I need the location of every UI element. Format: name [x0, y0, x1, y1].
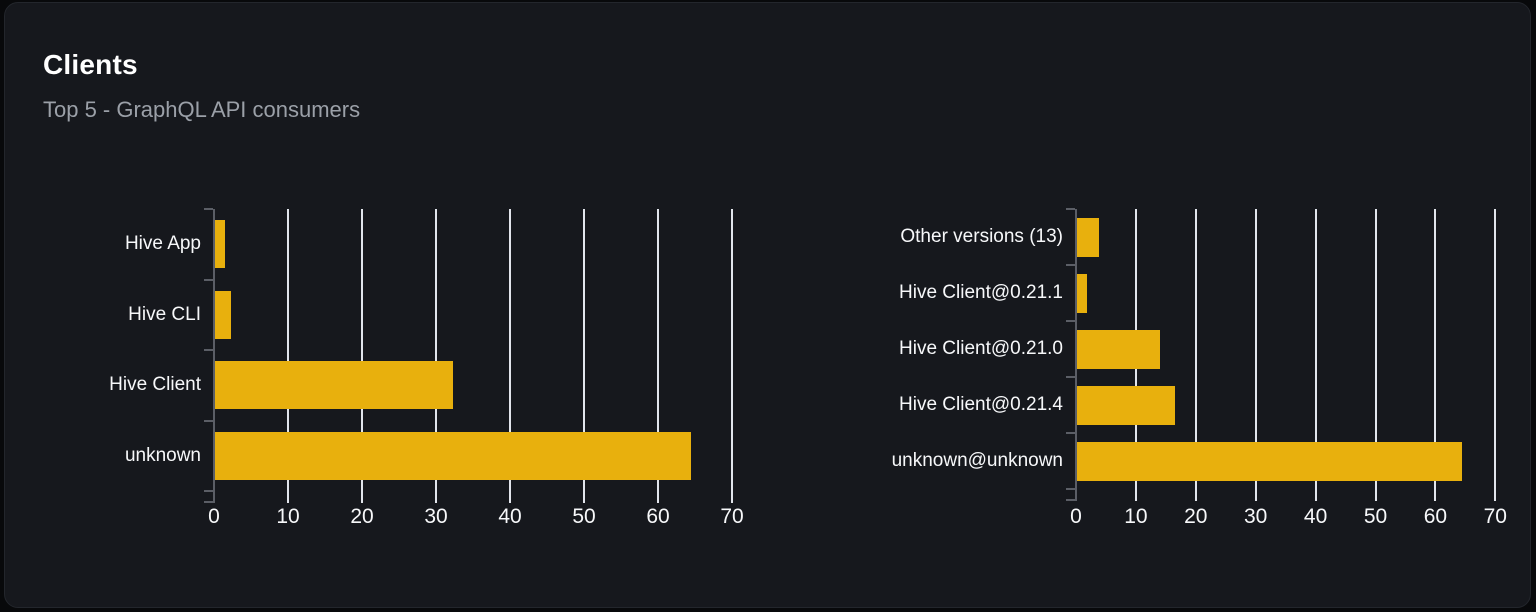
- x-axis-tick-label: 20: [1184, 505, 1208, 528]
- gridline: [1314, 209, 1317, 501]
- y-axis-tick: [204, 490, 213, 492]
- gridline: [657, 209, 659, 503]
- x-axis-tick-label: 70: [720, 505, 744, 528]
- client-versions-bar-chart: 0 10 20 30 40 50 60 70 Other versions (13) Hive C…: [5, 3, 1530, 607]
- y-axis-tick: [204, 208, 213, 210]
- y-axis-line: [213, 209, 215, 503]
- bar-hive-client-0-21-4[interactable]: [1077, 385, 1175, 425]
- card-title: Clients: [43, 49, 138, 80]
- category-label: Hive Client@0.21.0: [899, 338, 1063, 359]
- x-axis-tick-label: 60: [646, 505, 670, 528]
- y-axis-tick: [1066, 208, 1075, 210]
- y-axis-line: [1075, 209, 1077, 501]
- x-axis-tick-label: 0: [1070, 505, 1082, 528]
- category-label: Hive Client: [109, 374, 201, 396]
- x-axis-tick-label: 20: [350, 505, 374, 528]
- clients-card: Clients Top 5 - GraphQL API consumers 0 1…: [4, 2, 1531, 608]
- gridline: [1194, 209, 1197, 501]
- gridline: [731, 209, 733, 503]
- bar-unknown-unknown[interactable]: [1077, 441, 1462, 481]
- x-axis-tick-label: 30: [1244, 505, 1268, 528]
- y-axis-tick: [1066, 376, 1075, 378]
- x-axis-tick-label: 40: [498, 505, 522, 528]
- clients-bar-chart: 0 10 20 30 40 50 60 70 Hive App Hive CLI Hive Clie…: [5, 3, 1530, 607]
- category-label: unknown@unknown: [891, 450, 1063, 471]
- bar-hive-client[interactable]: [215, 361, 453, 410]
- y-axis-tick: [204, 278, 213, 281]
- category-label: Hive App: [124, 233, 201, 255]
- bar-other-versions-13[interactable]: [1077, 217, 1099, 257]
- y-axis-tick: [1066, 320, 1075, 322]
- x-axis-tick-label: 50: [572, 505, 596, 528]
- x-axis-tick-label: 40: [1303, 505, 1328, 528]
- bar-hive-app[interactable]: [215, 220, 225, 269]
- x-axis-tick-label: 0: [208, 505, 220, 528]
- category-label: Hive Client@0.21.4: [899, 394, 1063, 415]
- gridline: [583, 209, 585, 503]
- gridline: [287, 209, 289, 503]
- axis-zero-foot: [1066, 499, 1075, 501]
- category-label: Hive Client@0.21.1: [899, 282, 1063, 303]
- gridline: [509, 209, 511, 503]
- y-axis-tick: [204, 349, 213, 351]
- y-axis-tick: [1066, 264, 1075, 266]
- gridline: [361, 209, 363, 503]
- y-axis-tick: [1066, 432, 1075, 434]
- bar-unknown[interactable]: [215, 431, 691, 480]
- gridline: [435, 209, 437, 503]
- axis-zero-foot: [204, 501, 213, 503]
- y-axis-tick: [1066, 488, 1075, 490]
- x-axis-tick-label: 70: [1483, 505, 1507, 528]
- category-label: Hive CLI: [128, 303, 201, 325]
- category-label: Other versions (13): [900, 226, 1063, 247]
- x-axis-tick-label: 50: [1363, 505, 1388, 528]
- bar-hive-client-0-21-1[interactable]: [1077, 273, 1087, 313]
- card-subtitle: Top 5 - GraphQL API consumers: [43, 97, 361, 122]
- bar-hive-cli[interactable]: [215, 290, 231, 339]
- gridline: [1254, 209, 1257, 501]
- x-axis-tick-label: 60: [1423, 505, 1448, 528]
- category-label: unknown: [124, 444, 201, 466]
- bar-hive-client-0-21-0[interactable]: [1077, 329, 1160, 369]
- x-axis-tick-label: 10: [1124, 505, 1148, 528]
- y-axis-tick: [204, 419, 213, 422]
- x-axis-tick-label: 10: [276, 505, 300, 528]
- gridline: [1434, 209, 1437, 501]
- gridline: [1494, 209, 1497, 501]
- gridline: [1374, 209, 1377, 501]
- x-axis-tick-label: 30: [424, 505, 448, 528]
